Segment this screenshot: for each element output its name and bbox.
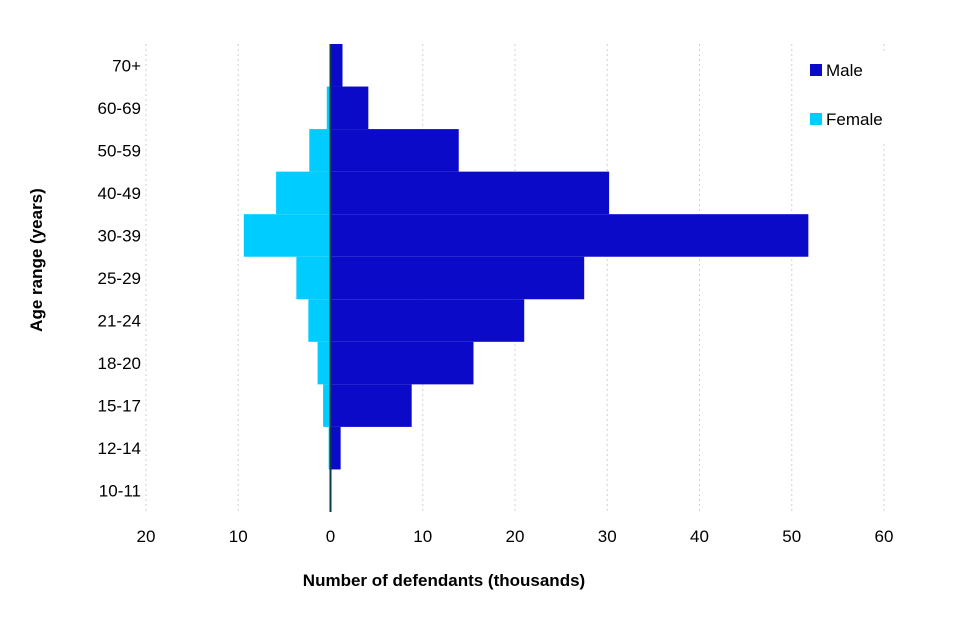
legend-swatch-female xyxy=(810,113,822,125)
y-axis-tick-labels: 10-11 12-14 15-17 18-20 21-24 25-29 30-39 40-49… xyxy=(98,56,142,500)
y-tick-label: 15-17 xyxy=(98,397,141,416)
x-tick-label: 40 xyxy=(690,527,709,546)
bar-female-21-24 xyxy=(308,299,331,342)
x-axis-title: Number of defendants (thousands) xyxy=(303,571,585,590)
female-bars xyxy=(243,44,331,512)
legend-label-male: Male xyxy=(826,61,863,80)
legend: Male Female xyxy=(804,52,896,144)
x-tick-label: 30 xyxy=(598,527,617,546)
bar-female-60-69 xyxy=(326,86,331,130)
bar-female-15-17 xyxy=(323,384,331,427)
y-tick-label: 18-20 xyxy=(98,354,141,373)
bar-male-21-24 xyxy=(330,299,525,342)
bar-female-40-49 xyxy=(276,171,331,215)
x-tick-label: 20 xyxy=(137,527,156,546)
bar-female-25-29 xyxy=(296,256,331,300)
y-tick-label: 25-29 xyxy=(98,269,141,288)
bar-male-70+ xyxy=(330,44,343,87)
y-tick-label: 21-24 xyxy=(98,312,141,331)
x-tick-label: 10 xyxy=(229,527,248,546)
bar-male-15-17 xyxy=(330,384,412,427)
legend-label-female: Female xyxy=(826,110,883,129)
bar-male-30-39 xyxy=(330,214,809,257)
y-tick-label: 30-39 xyxy=(98,226,141,245)
y-tick-label: 60-69 xyxy=(98,99,141,118)
bar-female-18-20 xyxy=(317,341,331,385)
bar-male-25-29 xyxy=(330,256,585,300)
y-tick-label: 40-49 xyxy=(98,184,141,203)
x-axis-tick-labels: 20 10 0 10 20 30 40 50 60 xyxy=(137,527,894,546)
x-tick-label: 0 xyxy=(326,527,335,546)
y-tick-label: 50-59 xyxy=(98,141,141,160)
y-axis-title: Age range (years) xyxy=(27,188,46,332)
bar-female-30-39 xyxy=(243,214,331,257)
legend-swatch-male xyxy=(810,64,822,76)
bar-male-18-20 xyxy=(330,341,474,385)
male-bars xyxy=(330,44,809,512)
bar-male-12-14 xyxy=(330,426,341,470)
bar-male-50-59 xyxy=(330,129,459,172)
bar-female-50-59 xyxy=(309,129,331,172)
vertical-gridlines xyxy=(145,44,885,512)
x-tick-label: 50 xyxy=(782,527,801,546)
x-tick-label: 20 xyxy=(506,527,525,546)
x-tick-label: 10 xyxy=(413,527,432,546)
x-tick-label: 60 xyxy=(875,527,894,546)
y-tick-label: 12-14 xyxy=(98,439,141,458)
bar-male-60-69 xyxy=(330,86,369,130)
bar-male-40-49 xyxy=(330,171,610,215)
y-tick-label: 10-11 xyxy=(99,482,141,501)
y-tick-label: 70+ xyxy=(112,56,141,75)
